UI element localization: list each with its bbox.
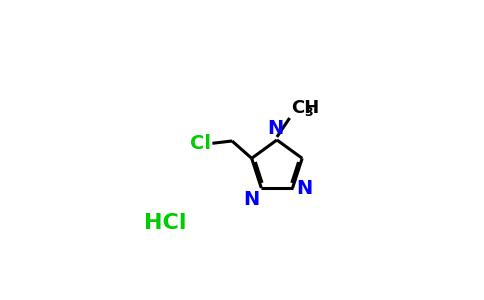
Text: N: N xyxy=(243,190,259,209)
Text: N: N xyxy=(297,179,313,198)
Text: N: N xyxy=(268,119,284,138)
Text: 3: 3 xyxy=(304,106,313,119)
Text: HCl: HCl xyxy=(144,213,186,233)
Text: CH: CH xyxy=(291,99,320,117)
Text: Cl: Cl xyxy=(190,134,211,153)
